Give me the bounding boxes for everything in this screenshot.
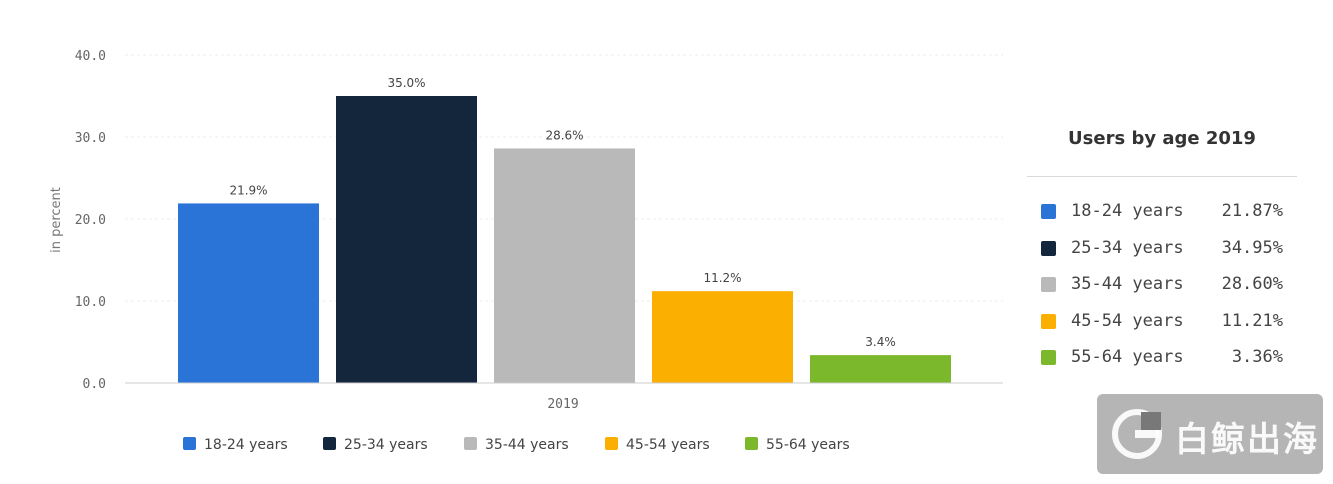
side-legend-value: 11.21% [1221, 310, 1283, 331]
side-legend-value: 34.95% [1221, 237, 1283, 258]
bar-18-24-years [178, 203, 319, 383]
y-tick-label: 0.0 [83, 377, 106, 392]
side-legend-label: 25-34 years [1071, 237, 1184, 258]
side-legend-value: 28.60% [1221, 274, 1283, 294]
side-legend-row: 18-24 years 21.87% [1027, 198, 1297, 228]
side-legend-label: 45-54 years [1071, 310, 1184, 331]
watermark: 白鲸出海 [1097, 394, 1323, 474]
y-tick-label: 10.0 [75, 295, 106, 310]
side-legend-row: 55-64 years 3.36% [1027, 344, 1297, 374]
side-legend-swatch [1041, 350, 1056, 365]
side-legend-row: 25-34 years 34.95% [1027, 235, 1297, 265]
legend-label: 45-54 years [626, 437, 710, 453]
data-label: 3.4% [865, 335, 896, 349]
legend-swatch [605, 437, 618, 450]
legend-label: 25-34 years [344, 437, 428, 453]
side-legend-label: 35-44 years [1071, 274, 1184, 294]
legend-swatch [464, 437, 477, 450]
legend-item[interactable]: 18-24 years [183, 437, 288, 453]
bar-45-54-years [652, 291, 793, 383]
side-legend-title: Users by age 2019 [1068, 128, 1256, 149]
legend-label: 18-24 years [204, 437, 288, 453]
side-legend-label: 55-64 years [1071, 347, 1184, 367]
data-label: 28.6% [545, 128, 583, 142]
side-legend-swatch [1041, 277, 1056, 292]
legend-item[interactable]: 55-64 years [745, 437, 850, 453]
legend-swatch [183, 437, 196, 450]
bottom-legend: 18-24 years 25-34 years 35-44 years 45-54 y… [183, 437, 850, 453]
side-legend-label: 18-24 years [1071, 201, 1184, 221]
side-legend-value: 3.36% [1231, 347, 1283, 367]
side-legend-swatch [1041, 240, 1056, 256]
side-legend-divider [1027, 176, 1297, 177]
legend-swatch [745, 437, 758, 450]
data-label: 35.0% [387, 76, 425, 90]
y-axis-label: in percent [49, 187, 64, 253]
side-legend-value: 21.87% [1221, 201, 1283, 221]
bar-25-34-years [336, 96, 477, 383]
data-labels: 21.9% 35.0% 28.6% 11.2% 3.4% [229, 76, 895, 349]
side-legend-row: 45-54 years 11.21% [1027, 308, 1297, 338]
legend-item[interactable]: 25-34 years [323, 437, 428, 453]
y-tick-label: 40.0 [75, 49, 106, 64]
data-label: 11.2% [703, 271, 741, 285]
side-legend-swatch [1041, 204, 1056, 219]
legend-item[interactable]: 45-54 years [605, 437, 710, 453]
side-legend-swatch [1041, 313, 1056, 329]
x-tick-label: 2019 [547, 397, 578, 412]
y-tick-label: 30.0 [75, 131, 106, 146]
side-legend-row: 35-44 years 28.60% [1027, 271, 1297, 301]
bars [178, 96, 951, 383]
legend-swatch [323, 437, 336, 450]
y-axis-ticks: 0.0 10.0 20.0 30.0 40.0 [75, 49, 106, 392]
bar-55-64-years [810, 355, 951, 383]
bar-35-44-years [494, 148, 635, 383]
watermark-logo-icon [1112, 409, 1162, 459]
y-tick-label: 20.0 [75, 213, 106, 228]
side-legend-panel: Users by age 2019 18-24 years 21.87% 25-34… [1027, 118, 1297, 386]
legend-label: 35-44 years [485, 437, 569, 453]
legend-item[interactable]: 35-44 years [464, 437, 569, 453]
watermark-text: 白鲸出海 [1175, 420, 1319, 460]
legend-label: 55-64 years [766, 437, 850, 453]
data-label: 21.9% [229, 183, 267, 197]
